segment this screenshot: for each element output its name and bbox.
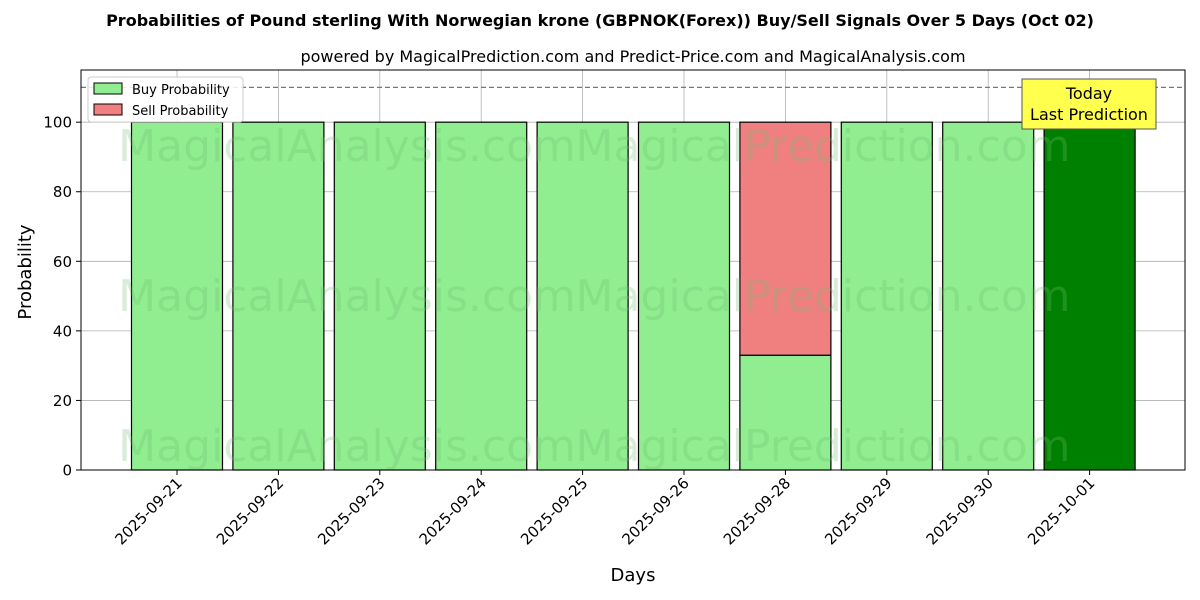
watermark-text: MagicalAnalysis.com bbox=[118, 271, 576, 322]
bar-buy bbox=[942, 121, 1035, 471]
x-tick-label: 2025-09-26 bbox=[618, 474, 692, 548]
watermark-text: MagicalAnalysis.com bbox=[118, 421, 576, 472]
x-ticks: 2025-09-21 2025-09-22 2025-09-23 2025-09-24… bbox=[111, 470, 1098, 548]
watermarks: MagicalAnalysis.com MagicalPrediction.com… bbox=[118, 121, 1070, 472]
x-tick-label: 2025-09-30 bbox=[923, 474, 997, 548]
chart-title: Probabilities of Pound sterling With Nor… bbox=[106, 11, 1094, 30]
bar-buy bbox=[536, 121, 629, 471]
y-tick-label: 80 bbox=[53, 183, 72, 201]
legend-swatch-sell bbox=[93, 103, 123, 116]
today-annotation: Today Last Prediction bbox=[1021, 78, 1157, 130]
axes bbox=[80, 69, 1186, 471]
bar-buy bbox=[435, 121, 528, 471]
x-tick-label: 2025-09-25 bbox=[517, 474, 591, 548]
bars bbox=[130, 121, 1136, 471]
legend-label-sell: Sell Probability bbox=[132, 104, 229, 119]
bar-sell bbox=[739, 121, 832, 356]
bar-buy bbox=[130, 121, 224, 471]
y-ticks: 0 20 40 60 80 100 bbox=[43, 114, 81, 480]
annotation-line-2: Last Prediction bbox=[1030, 105, 1148, 124]
x-axis-label: Days bbox=[611, 565, 656, 586]
bar-buy bbox=[637, 121, 731, 471]
y-tick-label: 40 bbox=[53, 322, 72, 340]
x-tick-label: 2025-09-22 bbox=[213, 474, 287, 548]
watermark-text: MagicalPrediction.com bbox=[576, 121, 1071, 172]
annotation-line-1: Today bbox=[1065, 84, 1112, 103]
x-tick-label: 2025-09-21 bbox=[111, 474, 185, 548]
watermark-text: MagicalPrediction.com bbox=[576, 271, 1071, 322]
y-tick-label: 20 bbox=[53, 392, 72, 410]
legend-swatch-buy bbox=[93, 82, 123, 95]
legend-label-buy: Buy Probability bbox=[132, 83, 230, 98]
x-tick-label: 2025-09-24 bbox=[416, 474, 490, 548]
y-axis-label: Probability bbox=[15, 224, 36, 319]
y-tick-label: 60 bbox=[53, 253, 72, 271]
plot-frame bbox=[80, 69, 1186, 471]
x-tick-label: 2025-09-28 bbox=[720, 474, 794, 548]
watermark-text: MagicalAnalysis.com bbox=[118, 121, 576, 172]
chart-subtitle: powered by MagicalPrediction.com and Pre… bbox=[300, 47, 965, 66]
legend: Buy Probability Sell Probability bbox=[87, 76, 244, 123]
y-tick-label: 0 bbox=[62, 462, 72, 480]
bar-buy bbox=[1043, 121, 1136, 471]
x-tick-label: 2025-10-01 bbox=[1024, 474, 1098, 548]
bar-buy bbox=[840, 121, 933, 471]
legend-box bbox=[87, 76, 244, 123]
annotation-box bbox=[1021, 78, 1157, 130]
x-tick-label: 2025-09-23 bbox=[314, 474, 388, 548]
y-tick-label: 100 bbox=[43, 114, 72, 132]
watermark-text: MagicalPrediction.com bbox=[576, 421, 1071, 472]
x-tick-label: 2025-09-29 bbox=[821, 474, 895, 548]
